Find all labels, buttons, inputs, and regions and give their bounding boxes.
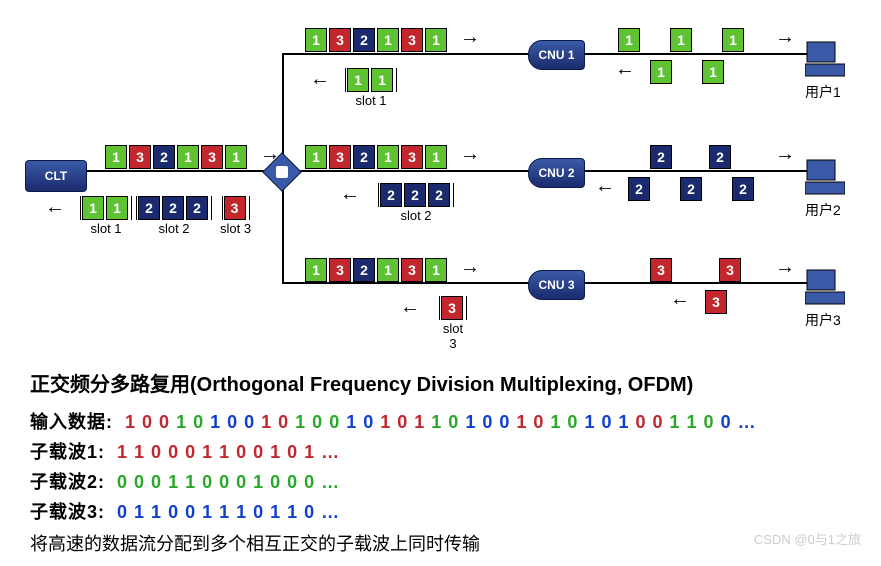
sub3-label: 子载波3: (30, 502, 105, 522)
cnu3-label: CNU 3 (538, 278, 574, 292)
arrow-r-2: → (460, 143, 480, 166)
diagram-canvas: CLT CNU 1 CNU 2 CNU 3 用户1 用户2 用户3 132131… (10, 10, 871, 556)
input-data: 1 0 0 1 0 1 0 0 1 0 1 0 0 1 0 1 0 1 1 0 … (125, 412, 757, 432)
branch1-ret: 11 (650, 60, 726, 84)
watermark: CSDN @0与1之旅 (754, 529, 861, 548)
line-to-cnu2 (282, 170, 532, 172)
branch3-out: 33 (650, 258, 743, 282)
cnu2: CNU 2 (528, 158, 585, 188)
arrow-l-u1: ← (615, 58, 635, 81)
sub2-label: 子载波2: (30, 472, 105, 492)
ofdm-title: 正交频分多路复用(Orthogonal Frequency Division M… (30, 368, 693, 397)
arrow-r-u2: → (775, 143, 795, 166)
arrow-l-mid3: ← (400, 296, 420, 319)
clt-slot1: 11 slot 1 (80, 196, 132, 236)
clt-slot3-label: slot 3 (220, 221, 251, 236)
line-cnu2-user (580, 170, 810, 172)
sub2-data: 0 0 0 1 1 0 0 0 1 0 0 0 … (117, 472, 340, 492)
line-to-cnu3 (282, 282, 532, 284)
branch1-out: 111 (618, 28, 746, 52)
sub2-row: 子载波2: 0 0 0 1 1 0 0 0 1 0 0 0 … (30, 468, 340, 494)
mid-slot3-label: slot 3 (443, 321, 463, 351)
user1-pc (805, 40, 845, 78)
line-clt-splitter (65, 170, 275, 172)
sub3-row: 子载波3: 0 1 1 0 0 1 1 1 0 1 1 0 … (30, 498, 340, 524)
arrow-l-u2: ← (595, 175, 615, 198)
arrow-l-mid1: ← (310, 68, 330, 91)
line-cnu3-user (580, 282, 810, 284)
cnu1-label: CNU 1 (538, 48, 574, 62)
arrow-l-u3: ← (670, 288, 690, 311)
branch2-out: 22 (650, 145, 733, 169)
cnu3: CNU 3 (528, 270, 585, 300)
arrow-r-u3: → (775, 256, 795, 279)
mid-slot1-label: slot 1 (355, 93, 386, 108)
user3-label: 用户3 (805, 310, 841, 330)
arrow-l-clt: ← (45, 196, 65, 219)
mid-slot2-label: slot 2 (400, 208, 431, 223)
clt-slot3: 3 slot 3 (220, 196, 251, 236)
input-label: 输入数据: (30, 412, 113, 432)
cnu2-label: CNU 2 (538, 166, 574, 180)
line-to-cnu1 (282, 53, 532, 55)
user2-pc (805, 158, 845, 196)
clt-slot1-label: slot 1 (90, 221, 121, 236)
user2-label: 用户2 (805, 200, 841, 220)
user1-label: 用户1 (805, 82, 841, 102)
footer-text: 将高速的数据流分配到多个相互正交的子载波上同时传输 (30, 530, 480, 556)
seq-branch2-out: 132131 (305, 145, 449, 169)
seq-branch3-out: 132131 (305, 258, 449, 282)
branch2-ret: 222 (628, 177, 756, 201)
sub1-label: 子载波1: (30, 442, 105, 462)
arrow-r-clt: → (260, 143, 280, 166)
branch3-ret: 3 (705, 290, 729, 314)
clt-slot2: 222 slot 2 (136, 196, 212, 236)
mid-slot3: 3 slot 3 (438, 296, 468, 351)
input-row: 输入数据: 1 0 0 1 0 1 0 0 1 0 1 0 0 1 0 1 0 … (30, 408, 757, 434)
clt-slot2-label: slot 2 (158, 221, 189, 236)
arrow-l-mid2: ← (340, 183, 360, 206)
sub1-row: 子载波1: 1 1 0 0 0 1 1 0 0 1 0 1 … (30, 438, 340, 464)
cnu1: CNU 1 (528, 40, 585, 70)
seq-clt-out: 132131 (105, 145, 249, 169)
line-cnu1-user (580, 53, 810, 55)
arrow-r-u1: → (775, 26, 795, 49)
user3-pc (805, 268, 845, 306)
sub1-data: 1 1 0 0 0 1 1 0 0 1 0 1 … (117, 442, 340, 462)
clt-label: CLT (45, 169, 67, 183)
arrow-r-3: → (460, 256, 480, 279)
seq-top-branch1: 132131 (305, 28, 449, 52)
mid-slot1: 11 slot 1 (345, 68, 397, 108)
arrow-r-1: → (460, 26, 480, 49)
sub3-data: 0 1 1 0 0 1 1 1 0 1 1 0 … (117, 502, 340, 522)
mid-slot2: 222 slot 2 (378, 183, 454, 223)
clt-device: CLT (25, 160, 87, 192)
